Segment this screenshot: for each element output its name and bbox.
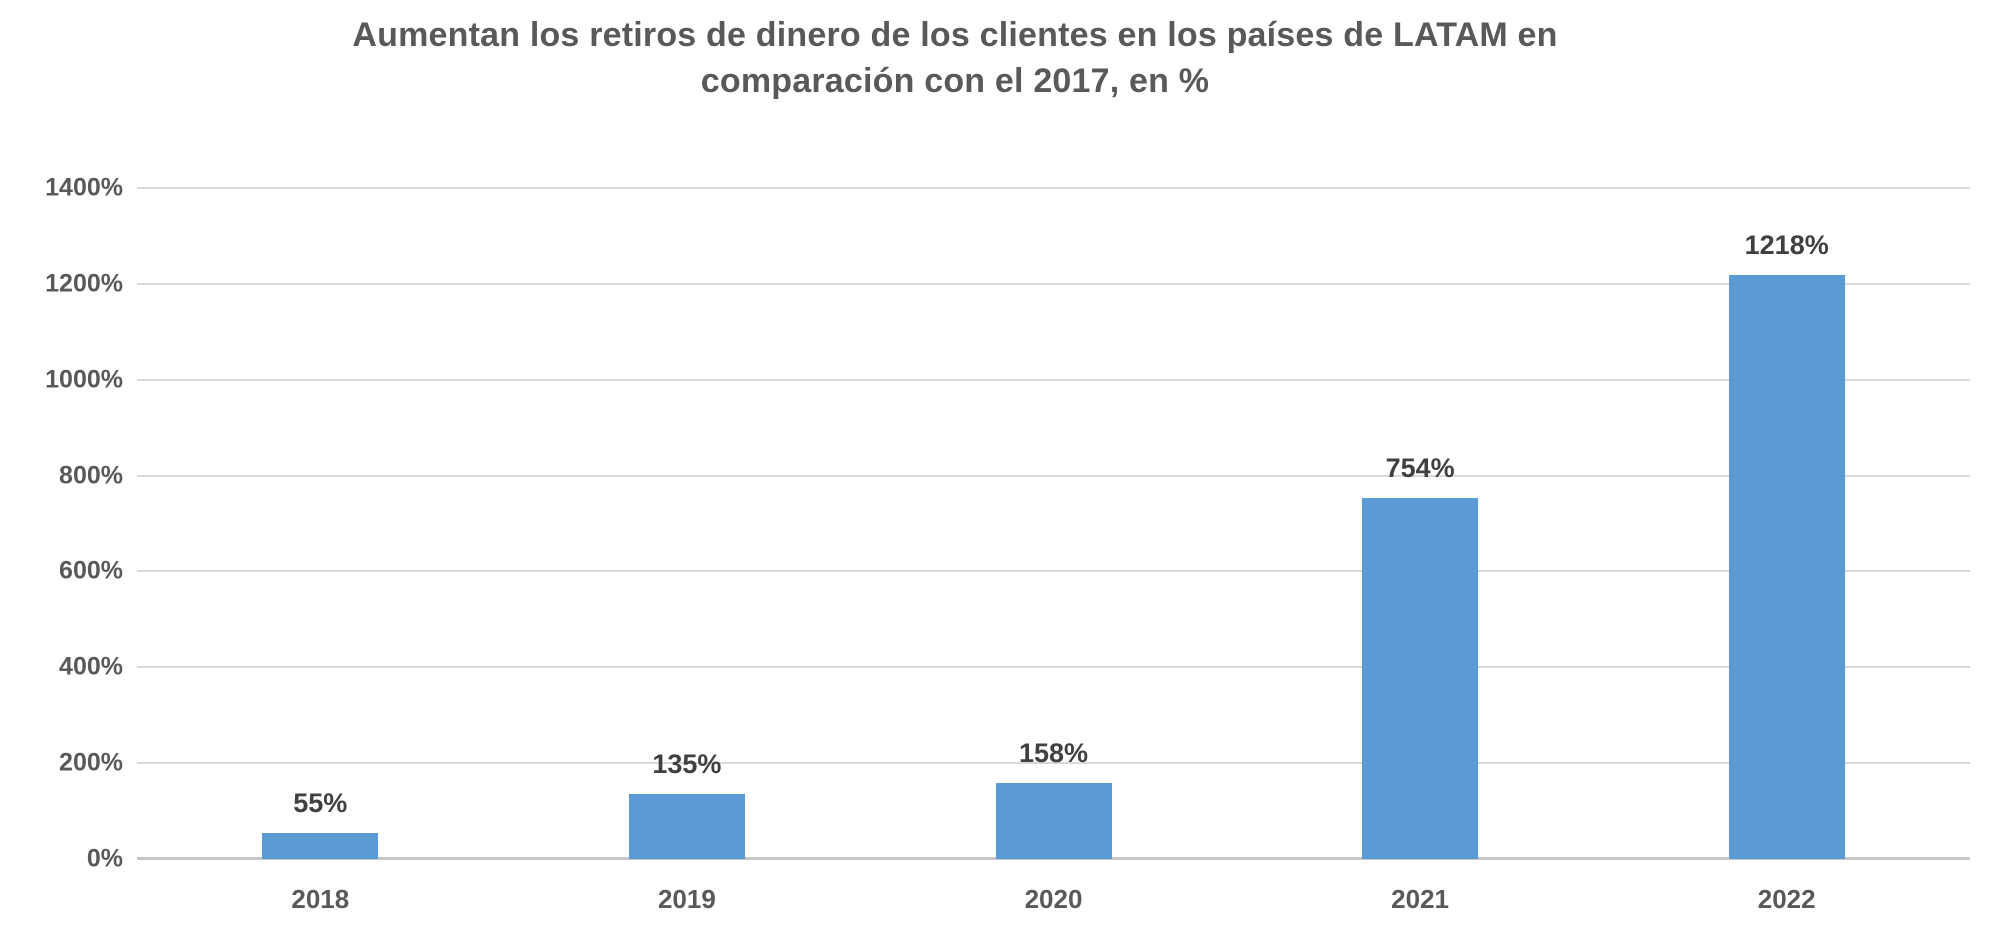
chart-title-line-1: Aumentan los retiros de dinero de los cl…	[352, 16, 1558, 54]
bar-2022	[1728, 275, 1845, 859]
y-tick-label-200: 200%	[59, 748, 123, 777]
y-axis: 0% 200% 400% 600% 800% 1000% 1200% 1400%	[10, 174, 123, 873]
y-tick-label-1000: 1000%	[45, 365, 123, 394]
y-tick-label-600: 600%	[59, 556, 123, 585]
x-tick-label-2022: 2022	[1757, 884, 1816, 914]
x-tick-label-2020: 2020	[1024, 884, 1083, 914]
bar-column-2021: 754%	[1362, 188, 1479, 859]
gridline-1400	[137, 187, 1970, 189]
bar-column-2022: 1218%	[1728, 188, 1845, 859]
bar-value-label-2022: 1218%	[1744, 230, 1829, 261]
gridline-1200	[137, 282, 1970, 285]
bar-column-2020: 158%	[995, 188, 1112, 859]
bar-value-label-2019: 135%	[652, 749, 722, 780]
y-tick-label-400: 400%	[59, 652, 123, 681]
y-tick-label-800: 800%	[59, 461, 123, 490]
bar-2018	[262, 832, 379, 859]
gridline-1000	[137, 378, 1970, 381]
x-tick-label-2019: 2019	[657, 884, 716, 914]
bar-column-2018: 55%	[262, 188, 379, 859]
y-tick-label-1400: 1400%	[45, 173, 123, 202]
bar-value-label-2021: 754%	[1385, 452, 1455, 483]
x-axis: 2018 2019 2020 2021 2022	[137, 884, 1970, 924]
gridline-200	[137, 762, 1970, 765]
bar-column-2019: 135%	[628, 188, 745, 859]
gridline-400	[137, 666, 1970, 669]
gridline-800	[137, 474, 1970, 477]
bar-value-label-2018: 55%	[293, 787, 348, 818]
x-tick-label-2018: 2018	[291, 884, 350, 914]
chart-title-line-2: comparación con el 2017, en %	[700, 62, 1210, 100]
y-tick-label-0: 0%	[86, 844, 123, 873]
chart-title: Aumentan los retiros de dinero de los cl…	[0, 12, 1910, 104]
bar-2021	[1362, 497, 1479, 859]
x-tick-label-2021: 2021	[1391, 884, 1450, 914]
plot-area: 55% 135% 158% 754% 1218%	[137, 187, 1970, 860]
bar-value-label-2020: 158%	[1018, 738, 1089, 769]
gridline-600	[137, 570, 1970, 573]
y-tick-label-1200: 1200%	[45, 269, 123, 298]
bar-2019	[628, 794, 745, 859]
bar-2020	[995, 783, 1112, 859]
